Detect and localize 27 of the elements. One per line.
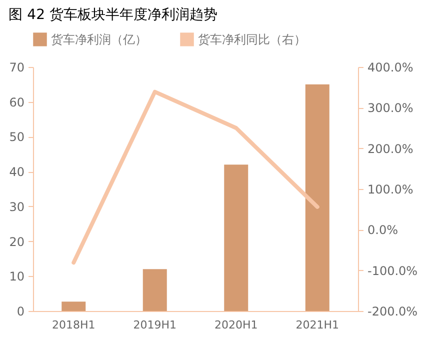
legend-label: 货车净利同比（右） (198, 32, 306, 46)
x-tick-label: 2020H1 (214, 318, 258, 332)
y-tick-label: 60 (9, 95, 24, 110)
chart-title: 图 42 货车板块半年度净利润趋势 (8, 7, 218, 23)
x-tick-label: 2018H1 (52, 318, 96, 332)
y-tick-label: 50 (9, 130, 24, 144)
y-tick-label: 40 (9, 165, 24, 180)
y-tick-label: 10 (9, 270, 24, 284)
y-tick-label: 0 (16, 304, 24, 318)
line-series (72, 90, 320, 265)
y2-tick-label: 300.0% (368, 101, 414, 116)
bar (142, 269, 167, 311)
y2-tick-label: -200.0% (368, 304, 418, 318)
y2-tick-label: 400.0% (368, 60, 414, 74)
bar (224, 164, 248, 311)
bar (305, 84, 330, 311)
y2-tick-label: -100.0% (368, 264, 418, 278)
y-tick-label: 20 (9, 234, 24, 249)
y-tick-label: 30 (9, 200, 24, 214)
y-tick-label: 70 (9, 60, 24, 74)
x-tick-label: 2021H1 (296, 318, 340, 332)
y2-tick-label: 200.0% (368, 142, 414, 156)
legend-label: 货车净利润（亿） (51, 32, 147, 46)
x-tick-label: 2019H1 (133, 318, 177, 332)
y2-tick-label: 0.0% (368, 223, 398, 238)
bar (62, 302, 86, 311)
y2-tick-label: 100.0% (368, 182, 414, 196)
